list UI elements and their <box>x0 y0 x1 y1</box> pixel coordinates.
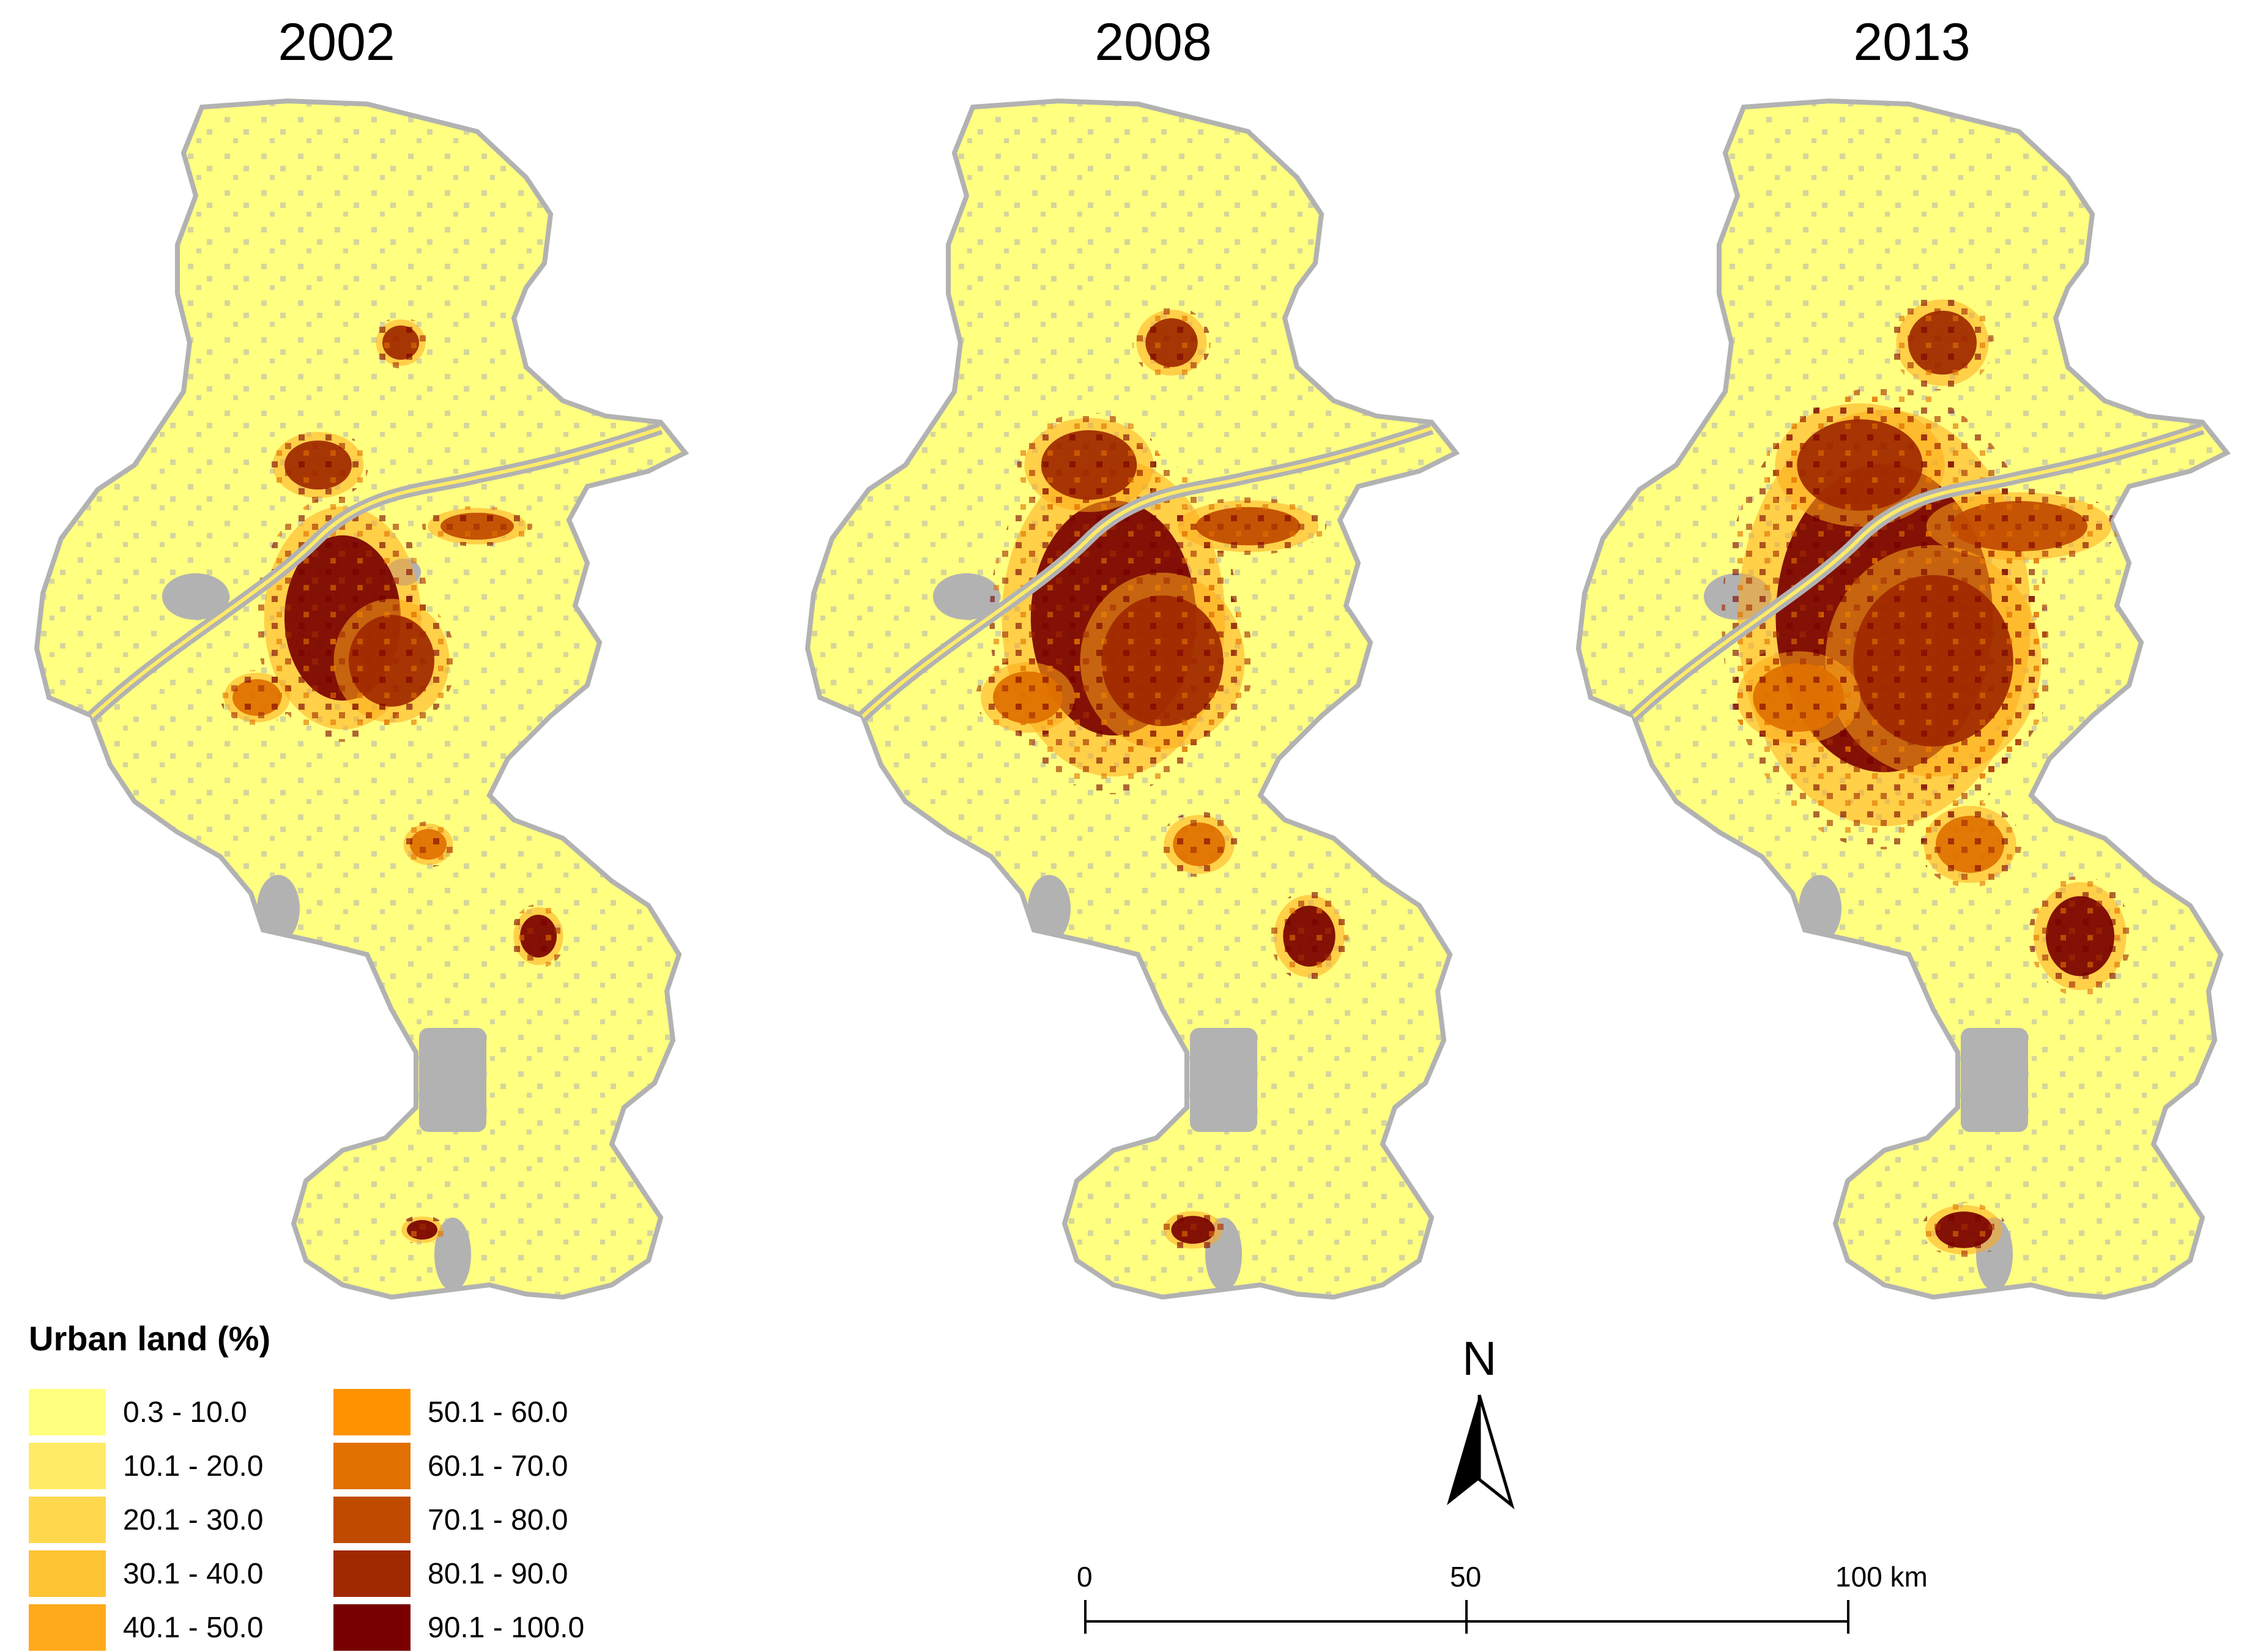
nodata-area-south <box>1028 875 1071 942</box>
legend-swatch <box>29 1550 106 1597</box>
scale-tick-50: 50 <box>1450 1561 1482 1593</box>
legend-swatch <box>333 1550 411 1597</box>
urban-speckle <box>1160 1208 1226 1251</box>
legend-item: 90.1 - 100.0 <box>333 1603 584 1652</box>
urban-speckle <box>975 658 1080 737</box>
panel-title-2013: 2013 <box>1853 13 1971 72</box>
legend-swatch <box>333 1389 411 1435</box>
legend-item: 20.1 - 30.0 <box>29 1495 264 1544</box>
scale-bar <box>1084 1600 1849 1634</box>
scale-tick-0: 0 <box>1077 1561 1093 1593</box>
nodata-area-far-south <box>434 1218 471 1291</box>
legend-item: 70.1 - 80.0 <box>333 1495 568 1544</box>
legend-swatch <box>333 1443 411 1489</box>
legend-item: 50.1 - 60.0 <box>333 1388 568 1437</box>
urban-speckle <box>1918 801 2022 888</box>
urban-speckle <box>2028 876 2132 997</box>
nodata-lake-south <box>1961 1028 2028 1132</box>
legend-swatch <box>333 1497 411 1543</box>
legend-swatch <box>333 1604 411 1651</box>
urban-speckle <box>220 670 294 725</box>
legend-swatch <box>29 1497 106 1543</box>
urban-speckle <box>1916 488 2122 564</box>
legend-label: 70.1 - 80.0 <box>428 1503 568 1536</box>
nodata-lake-south <box>1190 1028 1257 1132</box>
river-edge <box>1613 426 2203 736</box>
urban-speckle <box>422 506 532 546</box>
legend-title: Urban land (%) <box>29 1319 271 1358</box>
urban-speckle <box>1890 294 1994 391</box>
north-label: N <box>1462 1331 1497 1385</box>
region-content <box>808 101 1456 1297</box>
legend-label: 40.1 - 50.0 <box>123 1611 264 1644</box>
legend-label: 30.1 - 40.0 <box>123 1557 264 1590</box>
urban-speckle <box>1169 497 1327 555</box>
urban-speckle <box>1159 811 1239 877</box>
legend-item: 10.1 - 20.0 <box>29 1442 264 1490</box>
river-edge <box>72 426 661 736</box>
urban-speckle <box>1813 532 2054 790</box>
urban-speckle <box>373 317 428 368</box>
panel-title-2008: 2008 <box>1094 13 1212 72</box>
nodata-lake-south <box>419 1028 486 1132</box>
urban-speckle <box>1132 306 1211 379</box>
urban-speckle <box>1071 562 1254 759</box>
map-2002 <box>34 98 689 1300</box>
river-edge <box>842 426 1432 736</box>
urban-speckle <box>401 821 456 868</box>
urban-speckle <box>1920 1202 2007 1257</box>
legend-label: 80.1 - 90.0 <box>428 1557 568 1590</box>
legend-label: 10.1 - 20.0 <box>123 1449 264 1483</box>
legend-swatch <box>29 1443 106 1489</box>
legend-label: 60.1 - 70.0 <box>428 1449 568 1483</box>
region-content <box>37 101 685 1297</box>
north-arrow-icon <box>1447 1394 1515 1509</box>
map-2008 <box>805 98 1460 1300</box>
legend-label: 20.1 - 30.0 <box>123 1503 264 1536</box>
urban-speckle <box>1017 412 1161 518</box>
legend-item: 40.1 - 50.0 <box>29 1603 264 1652</box>
panel-title-2002: 2002 <box>278 13 395 72</box>
nodata-area-south <box>257 875 300 942</box>
legend-label: 90.1 - 100.0 <box>428 1611 585 1644</box>
scale-tick-100: 100 km <box>1835 1561 1928 1593</box>
nodata-lake-west <box>162 573 229 620</box>
urban-speckle <box>1269 890 1349 982</box>
nodata-lake-west <box>933 573 1000 620</box>
urban-speckle <box>399 1215 445 1245</box>
nodata-area-south <box>1799 875 1841 942</box>
legend-label: 0.3 - 10.0 <box>123 1396 247 1429</box>
legend-item: 60.1 - 70.0 <box>333 1442 568 1490</box>
legend-swatch <box>29 1389 106 1435</box>
urban-speckle <box>267 428 369 502</box>
urban-speckle <box>327 592 456 730</box>
legend-label: 50.1 - 60.0 <box>428 1396 568 1429</box>
urban-speckle <box>511 904 566 969</box>
legend-item: 0.3 - 10.0 <box>29 1388 247 1437</box>
map-2013 <box>1575 98 2231 1300</box>
urban-speckle <box>1730 646 1868 750</box>
legend-swatch <box>29 1604 106 1651</box>
legend-item: 30.1 - 40.0 <box>29 1549 264 1598</box>
legend-item: 80.1 - 90.0 <box>333 1549 568 1598</box>
